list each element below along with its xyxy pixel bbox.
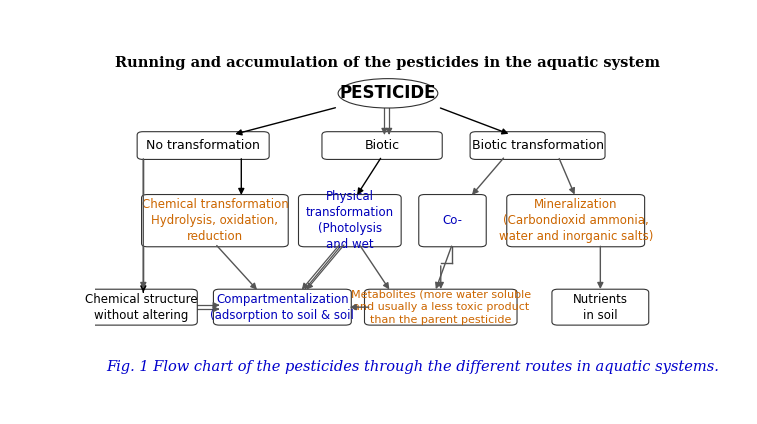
FancyBboxPatch shape — [298, 195, 401, 247]
FancyBboxPatch shape — [142, 195, 288, 247]
FancyBboxPatch shape — [322, 132, 442, 159]
Text: Metabolites (more water soluble
and usually a less toxic product
than the parent: Metabolites (more water soluble and usua… — [350, 290, 531, 324]
Text: PESTICIDE: PESTICIDE — [340, 84, 436, 102]
FancyBboxPatch shape — [137, 132, 269, 159]
Text: Chemical structure
without altering: Chemical structure without altering — [86, 293, 198, 322]
Text: Nutrients
in soil: Nutrients in soil — [573, 293, 628, 322]
FancyBboxPatch shape — [506, 195, 645, 247]
Text: Chemical transformation
Hydrolysis, oxidation,
reduction: Chemical transformation Hydrolysis, oxid… — [142, 198, 288, 243]
Text: Compartmentalization
(adsorption to soil & soil: Compartmentalization (adsorption to soil… — [210, 293, 354, 322]
Text: Biotic transformation: Biotic transformation — [472, 139, 603, 152]
FancyBboxPatch shape — [552, 289, 649, 325]
Text: Biotic: Biotic — [365, 139, 400, 152]
FancyBboxPatch shape — [86, 289, 198, 325]
FancyBboxPatch shape — [213, 289, 351, 325]
Text: No transformation: No transformation — [146, 139, 260, 152]
Ellipse shape — [338, 78, 438, 108]
FancyBboxPatch shape — [470, 132, 605, 159]
Text: Physical
transformation
(Photolysis
and wet: Physical transformation (Photolysis and … — [306, 190, 394, 251]
Text: Co-: Co- — [443, 214, 463, 227]
Text: Running and accumulation of the pesticides in the aquatic system: Running and accumulation of the pesticid… — [116, 56, 660, 70]
Text: Mineralization
(Carbondioxid ammonia,
water and inorganic salts): Mineralization (Carbondioxid ammonia, wa… — [499, 198, 653, 243]
FancyBboxPatch shape — [365, 289, 517, 325]
Text: Fig. 1 Flow chart of the pesticides through the different routes in aquatic syst: Fig. 1 Flow chart of the pesticides thro… — [106, 360, 719, 374]
FancyBboxPatch shape — [419, 195, 486, 247]
